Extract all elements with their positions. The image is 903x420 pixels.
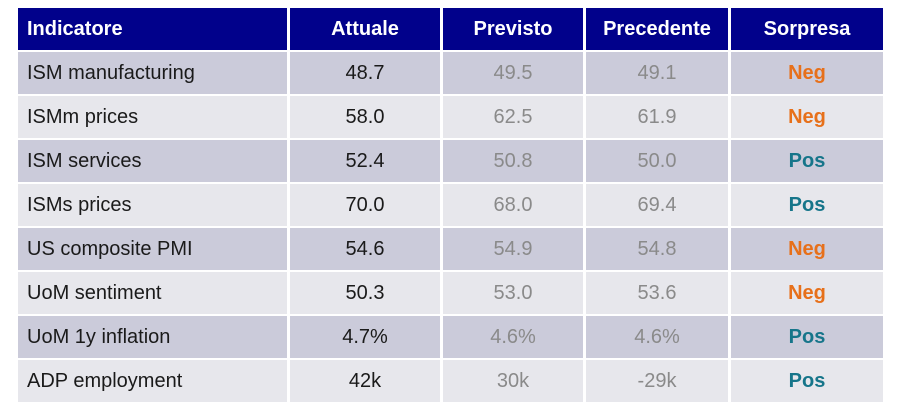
forecast-cell: 53.0 [443, 272, 586, 316]
forecast-cell: 50.8 [443, 140, 586, 184]
previous-cell: 54.8 [586, 228, 731, 272]
indicator-cell: ADP employment [18, 360, 290, 404]
forecast-cell: 68.0 [443, 184, 586, 228]
col-header-precedente: Precedente [586, 8, 731, 52]
previous-cell: 50.0 [586, 140, 731, 184]
indicators-table: Indicatore Attuale Previsto Precedente S… [18, 8, 883, 404]
indicator-cell: ISMm prices [18, 96, 290, 140]
col-header-indicatore: Indicatore [18, 8, 290, 52]
forecast-cell: 4.6% [443, 316, 586, 360]
actual-cell: 42k [290, 360, 443, 404]
indicator-cell: ISM manufacturing [18, 52, 290, 96]
table-row: ISM services 52.4 50.8 50.0 Pos [18, 140, 883, 184]
actual-cell: 54.6 [290, 228, 443, 272]
previous-cell: 69.4 [586, 184, 731, 228]
surprise-cell: Pos [731, 316, 883, 360]
table-row: ISMm prices 58.0 62.5 61.9 Neg [18, 96, 883, 140]
surprise-cell: Neg [731, 228, 883, 272]
table-row: ISMs prices 70.0 68.0 69.4 Pos [18, 184, 883, 228]
indicator-cell: UoM 1y inflation [18, 316, 290, 360]
actual-cell: 58.0 [290, 96, 443, 140]
indicator-cell: ISMs prices [18, 184, 290, 228]
surprise-cell: Pos [731, 184, 883, 228]
actual-cell: 50.3 [290, 272, 443, 316]
actual-cell: 4.7% [290, 316, 443, 360]
surprise-cell: Pos [731, 140, 883, 184]
table-row: ADP employment 42k 30k -29k Pos [18, 360, 883, 404]
table-row: UoM sentiment 50.3 53.0 53.6 Neg [18, 272, 883, 316]
actual-cell: 52.4 [290, 140, 443, 184]
table-row: UoM 1y inflation 4.7% 4.6% 4.6% Pos [18, 316, 883, 360]
forecast-cell: 54.9 [443, 228, 586, 272]
previous-cell: -29k [586, 360, 731, 404]
previous-cell: 4.6% [586, 316, 731, 360]
col-header-previsto: Previsto [443, 8, 586, 52]
forecast-cell: 49.5 [443, 52, 586, 96]
header-row: Indicatore Attuale Previsto Precedente S… [18, 8, 883, 52]
previous-cell: 61.9 [586, 96, 731, 140]
indicator-cell: ISM services [18, 140, 290, 184]
actual-cell: 70.0 [290, 184, 443, 228]
col-header-attuale: Attuale [290, 8, 443, 52]
previous-cell: 53.6 [586, 272, 731, 316]
surprise-cell: Neg [731, 272, 883, 316]
previous-cell: 49.1 [586, 52, 731, 96]
surprise-cell: Neg [731, 52, 883, 96]
forecast-cell: 62.5 [443, 96, 586, 140]
table-body: ISM manufacturing 48.7 49.5 49.1 Neg ISM… [18, 52, 883, 404]
col-header-sorpresa: Sorpresa [731, 8, 883, 52]
surprise-cell: Neg [731, 96, 883, 140]
actual-cell: 48.7 [290, 52, 443, 96]
table-row: ISM manufacturing 48.7 49.5 49.1 Neg [18, 52, 883, 96]
surprise-cell: Pos [731, 360, 883, 404]
forecast-cell: 30k [443, 360, 586, 404]
indicator-cell: UoM sentiment [18, 272, 290, 316]
table-row: US composite PMI 54.6 54.9 54.8 Neg [18, 228, 883, 272]
indicator-cell: US composite PMI [18, 228, 290, 272]
table-header: Indicatore Attuale Previsto Precedente S… [18, 8, 883, 52]
